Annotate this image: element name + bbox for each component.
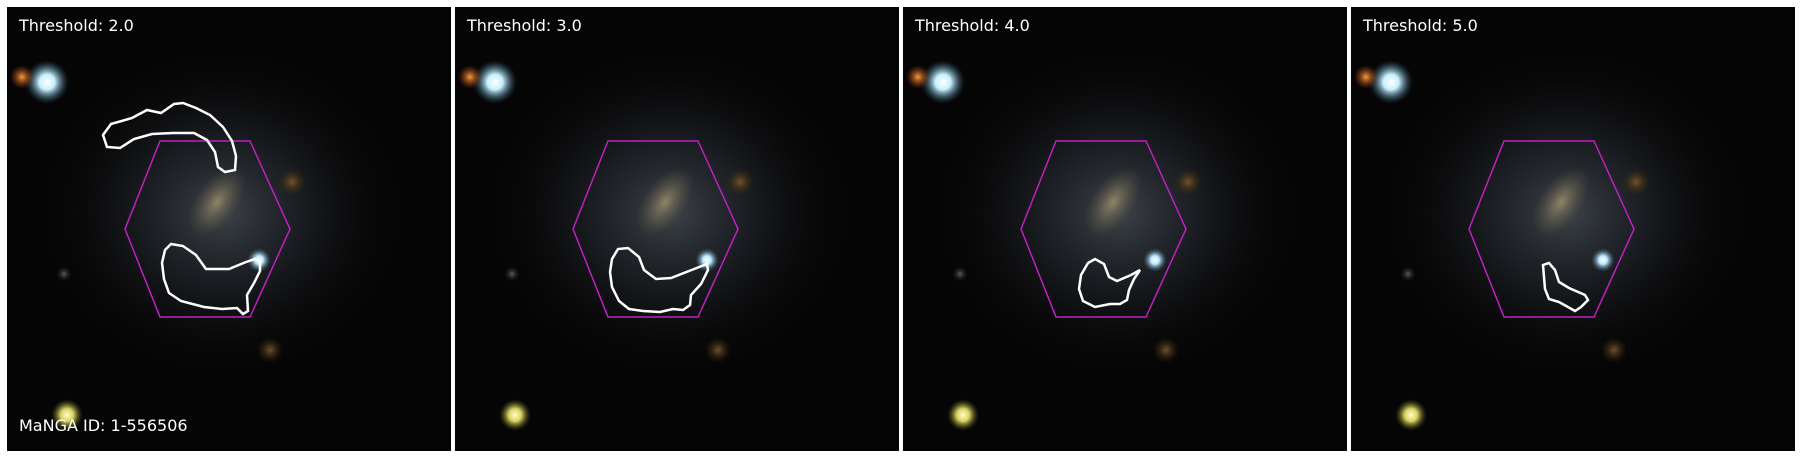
threshold-label: Threshold: 3.0 — [467, 16, 582, 35]
threshold-label: Threshold: 4.0 — [915, 16, 1030, 35]
threshold-label: Threshold: 5.0 — [1363, 16, 1478, 35]
contour-lower — [1541, 261, 1590, 313]
threshold-label: Threshold: 2.0 — [19, 16, 134, 35]
hexagon-outline — [1020, 140, 1187, 318]
galaxy-image — [455, 7, 899, 451]
galaxy-image — [1351, 7, 1795, 451]
hexagon-outline — [124, 140, 291, 318]
galaxy-panel-2: Threshold: 3.0 — [455, 7, 899, 451]
contour-upper — [101, 101, 238, 174]
manga-id-label: MaNGA ID: 1-556506 — [19, 416, 188, 435]
galaxy-panel-4: Threshold: 5.0 — [1351, 7, 1795, 451]
contour-lower — [160, 242, 262, 316]
galaxy-image — [903, 7, 1347, 451]
galaxy-panel-1: Threshold: 2.0 MaNGA ID: 1-556506 — [7, 7, 451, 451]
contour-lower — [1077, 257, 1142, 309]
hexagon-outline — [572, 140, 739, 318]
hexagon-outline — [1468, 140, 1635, 318]
contour-lower — [608, 246, 710, 314]
galaxy-panel-3: Threshold: 4.0 — [903, 7, 1347, 451]
galaxy-image — [7, 7, 451, 451]
